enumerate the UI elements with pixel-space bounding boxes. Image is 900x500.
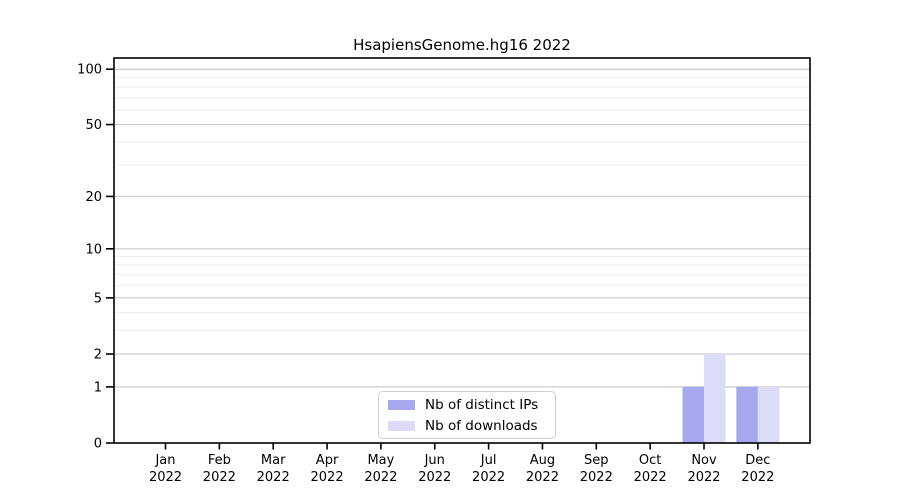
x-tick-year-label: 2022 bbox=[203, 470, 236, 485]
x-tick-month-label: Apr bbox=[316, 453, 339, 468]
y-tick-label: 5 bbox=[94, 291, 102, 306]
x-tick-year-label: 2022 bbox=[741, 470, 774, 485]
x-tick-month-label: Jan bbox=[154, 453, 175, 468]
legend-item-distinct-ips: Nb of distinct IPs bbox=[388, 397, 555, 413]
x-tick-year-label: 2022 bbox=[149, 470, 182, 485]
chart-legend: Nb of distinct IPs Nb of downloads bbox=[378, 391, 556, 439]
legend-swatch-distinct-ips bbox=[388, 399, 415, 410]
x-tick-year-label: 2022 bbox=[472, 470, 505, 485]
chart-title: HsapiensGenome.hg16 2022 bbox=[353, 36, 571, 54]
legend-label-distinct-ips: Nb of distinct IPs bbox=[425, 396, 539, 413]
bar-nov-downloads bbox=[704, 354, 726, 443]
legend-swatch-downloads bbox=[388, 420, 415, 431]
x-tick-year-label: 2022 bbox=[580, 470, 613, 485]
y-tick-label: 50 bbox=[85, 118, 102, 133]
y-tick-label: 20 bbox=[85, 190, 102, 205]
y-tick-label: 2 bbox=[94, 348, 102, 363]
plot-border bbox=[113, 57, 811, 444]
legend-item-downloads: Nb of downloads bbox=[388, 418, 555, 434]
x-tick-month-label: Nov bbox=[691, 453, 717, 468]
x-tick-year-label: 2022 bbox=[687, 470, 720, 485]
y-tick-label: 100 bbox=[77, 63, 102, 78]
x-tick-month-label: Jul bbox=[480, 453, 497, 468]
y-tick-label: 0 bbox=[94, 437, 102, 452]
x-tick-month-label: Feb bbox=[208, 453, 231, 468]
x-tick-month-label: Sep bbox=[584, 453, 609, 468]
y-tick-label: 10 bbox=[85, 242, 102, 257]
x-tick-year-label: 2022 bbox=[311, 470, 344, 485]
x-tick-month-label: Mar bbox=[261, 453, 286, 468]
x-tick-month-label: May bbox=[367, 453, 394, 468]
x-tick-year-label: 2022 bbox=[257, 470, 290, 485]
x-tick-year-label: 2022 bbox=[418, 470, 451, 485]
x-tick-year-label: 2022 bbox=[526, 470, 559, 485]
bar-dec-distinct-ips bbox=[736, 386, 758, 443]
bar-nov-distinct-ips bbox=[682, 386, 704, 443]
x-tick-month-label: Oct bbox=[639, 453, 661, 468]
x-tick-year-label: 2022 bbox=[634, 470, 667, 485]
bar-dec-downloads bbox=[757, 386, 780, 443]
x-tick-month-label: Dec bbox=[745, 453, 770, 468]
x-tick-month-label: Aug bbox=[530, 453, 555, 468]
legend-label-downloads: Nb of downloads bbox=[425, 417, 538, 434]
x-tick-year-label: 2022 bbox=[364, 470, 397, 485]
y-tick-label: 1 bbox=[94, 380, 102, 395]
x-tick-month-label: Jun bbox=[424, 453, 445, 468]
